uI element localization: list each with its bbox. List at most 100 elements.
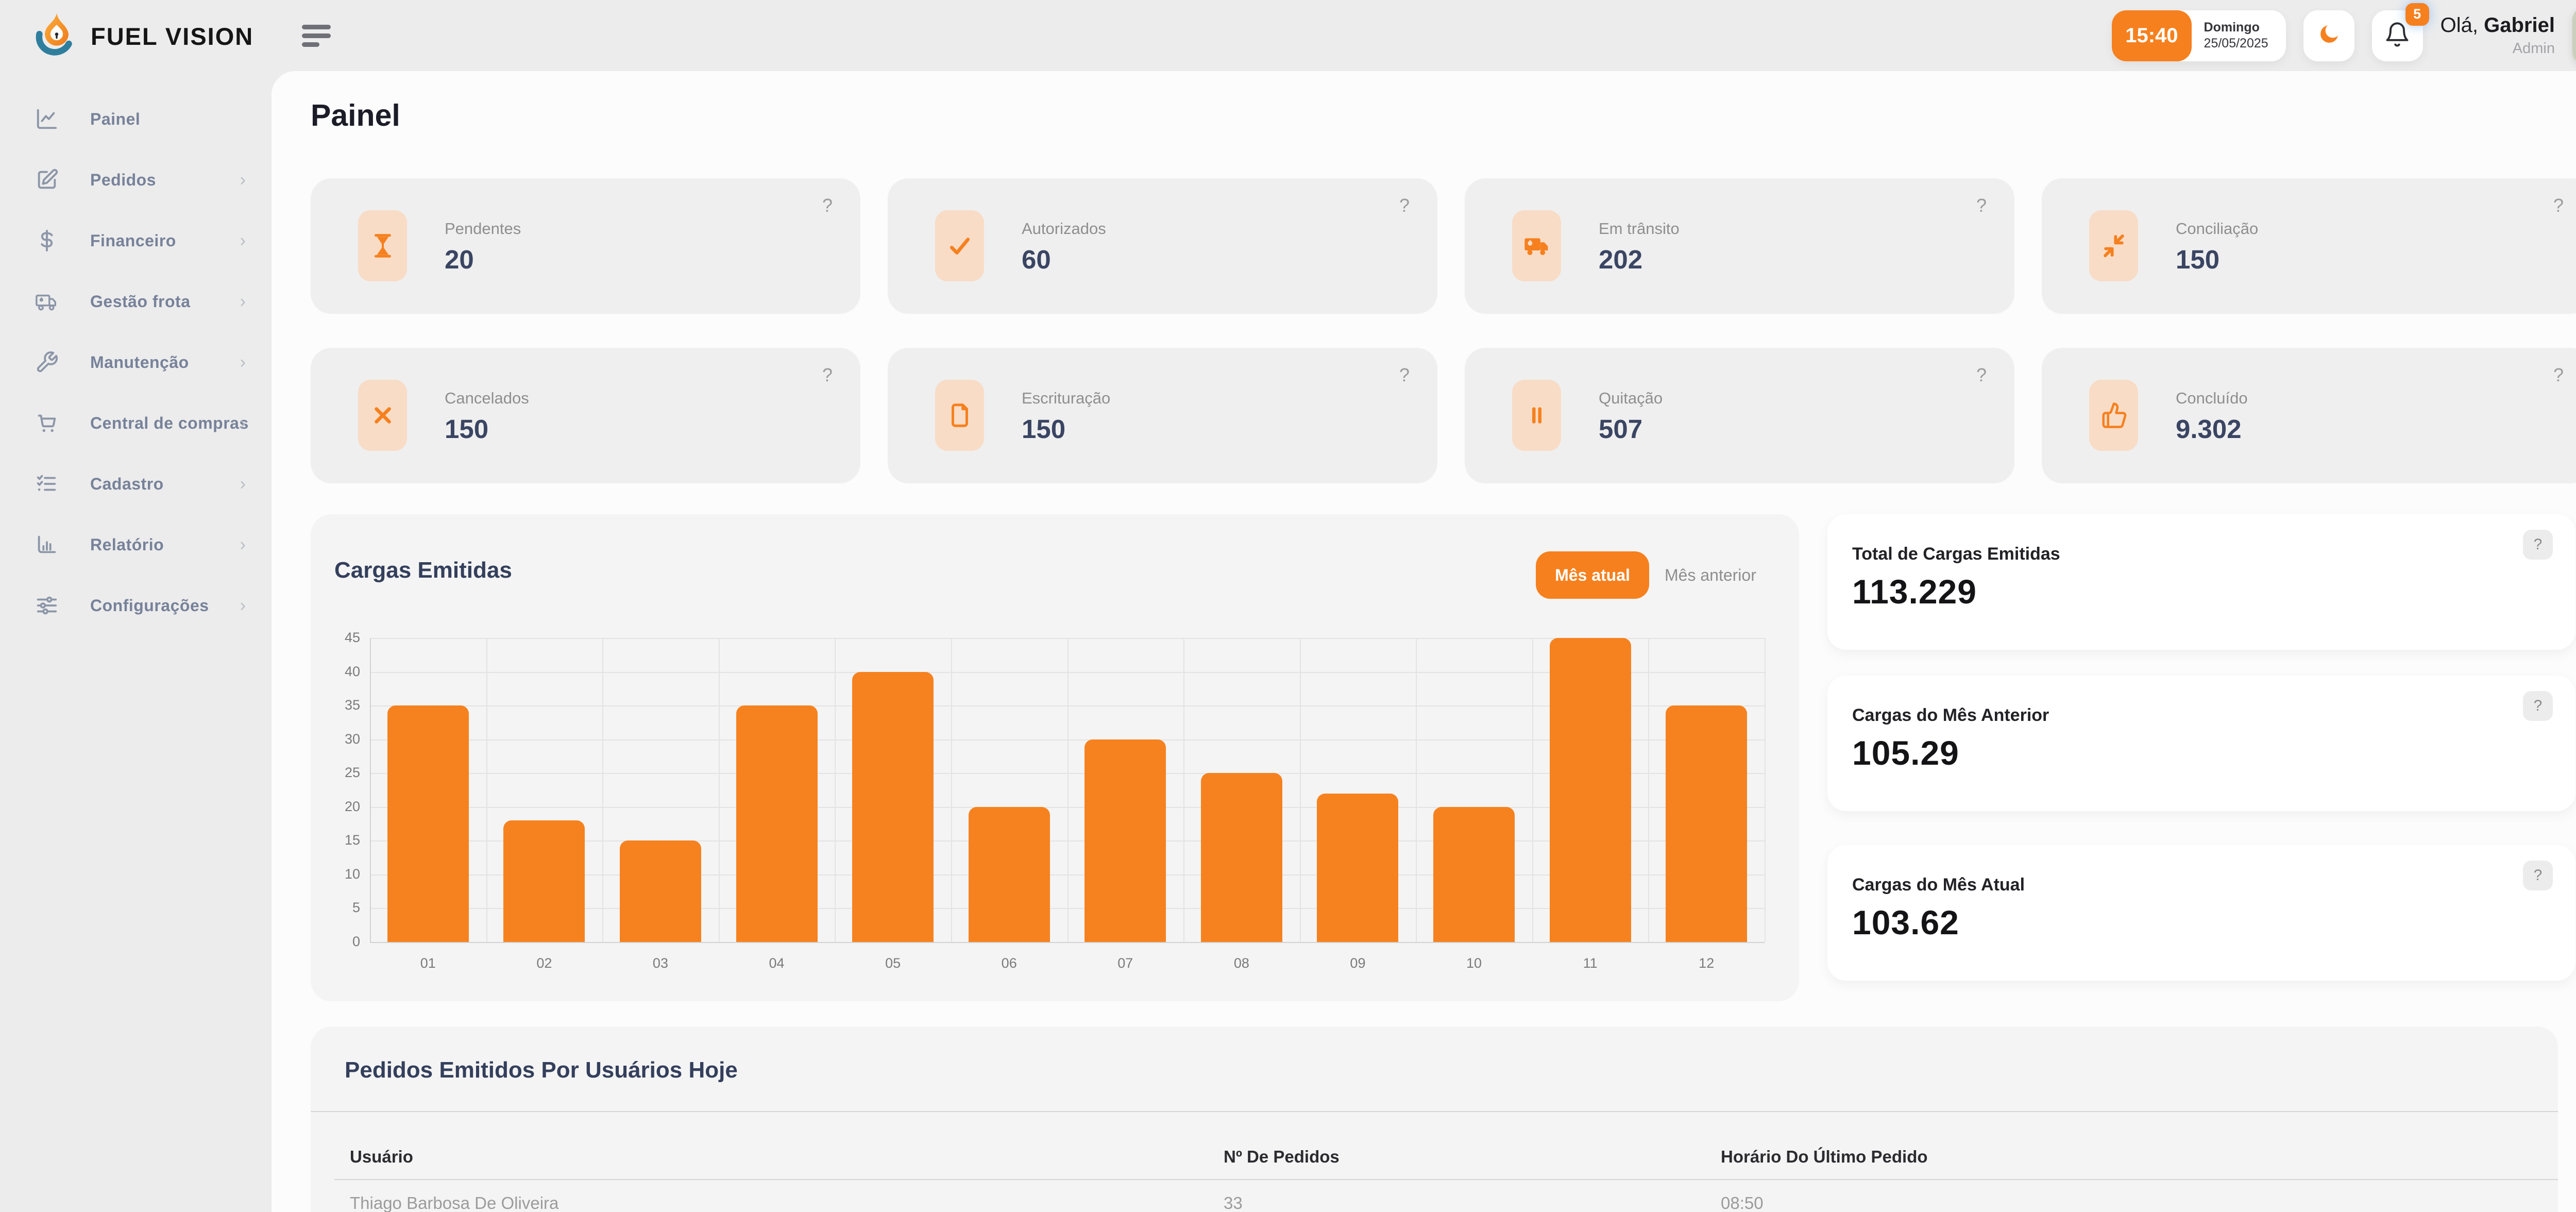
gridline (370, 638, 371, 942)
help-icon[interactable]: ? (822, 364, 833, 385)
x-axis-tick: 08 (1233, 955, 1249, 971)
help-icon[interactable]: ? (822, 195, 833, 216)
cart-icon (35, 411, 59, 435)
help-icon[interactable]: ? (1976, 364, 1987, 385)
stat-card-autorizados[interactable]: Autorizados 60 ? (888, 178, 1437, 314)
chevron-right-icon: › (240, 413, 246, 433)
chevron-right-icon: › (240, 352, 246, 372)
x-axis-tick: 02 (536, 955, 552, 971)
column-header-n-pedidos: Nº De Pedidos (1224, 1147, 1340, 1166)
gridline (835, 638, 836, 942)
stat-card-conciliacao[interactable]: Conciliação 150 ? (2042, 178, 2576, 314)
tab-mes-atual[interactable]: Mês atual (1536, 551, 1649, 599)
sidebar-item-cadastro[interactable]: Cadastro › (0, 453, 272, 514)
menu-toggle-button[interactable] (302, 25, 333, 48)
bar-month-04[interactable] (736, 705, 818, 942)
chevron-right-icon: › (240, 595, 246, 615)
bar-month-02[interactable] (503, 820, 585, 942)
chevron-right-icon: › (240, 474, 246, 494)
chevron-right-icon: › (240, 230, 246, 250)
x-axis-tick: 11 (1583, 955, 1598, 971)
gridline (1765, 638, 1766, 942)
main-content: Painel Pendentes 20 ? Autorizados 60 ? (272, 71, 2576, 1212)
page-title: Painel (311, 98, 400, 132)
table-card-pedidos-usuarios: Pedidos Emitidos Por Usuários Hoje Usuár… (311, 1026, 2558, 1212)
gridline (486, 638, 487, 942)
sidebar-item-configuracoes[interactable]: Configurações › (0, 575, 272, 636)
tab-mes-anterior[interactable]: Mês anterior (1665, 565, 1756, 584)
bar-month-07[interactable] (1084, 739, 1166, 942)
top-bar: FUEL VISION 15:40 Domingo 25/05/2025 (0, 0, 2576, 71)
help-icon[interactable]: ? (1399, 364, 1410, 385)
chevron-right-icon: › (240, 291, 246, 311)
stat-card-quitacao[interactable]: Quitação 507 ? (1465, 348, 2014, 483)
fuel-vision-flame-icon (33, 10, 80, 62)
sidebar-item-gestao-frota[interactable]: Gestão frota › (0, 271, 272, 332)
user-menu[interactable]: Olá, Gabriel Admin (2441, 14, 2555, 57)
stat-card-escrituracao[interactable]: Escrituração 150 ? (888, 348, 1437, 483)
cell-horario: 08:50 (1721, 1193, 1764, 1212)
bar-month-09[interactable] (1317, 793, 1399, 942)
chart-title: Cargas Emitidas (334, 558, 512, 583)
y-axis-tick: 5 (352, 900, 360, 916)
help-icon[interactable]: ? (1976, 195, 1987, 216)
brand-name: FUEL VISION (91, 23, 254, 50)
user-name: Gabriel (2484, 14, 2555, 37)
x-axis-tick: 04 (769, 955, 785, 971)
bar-month-06[interactable] (968, 806, 1050, 942)
stat-card-cancelados[interactable]: Cancelados 150 ? (311, 348, 860, 483)
bar-month-12[interactable] (1666, 705, 1748, 942)
sidebar-item-pedidos[interactable]: Pedidos › (0, 149, 272, 210)
moon-icon (2316, 22, 2341, 49)
summary-card-total: Total de Cargas Emitidas 113.229 ? (1827, 514, 2575, 650)
brand-logo[interactable]: FUEL VISION (33, 10, 253, 62)
sidebar-item-manutencao[interactable]: Manutenção › (0, 332, 272, 393)
help-icon[interactable]: ? (2553, 364, 2564, 385)
table-title: Pedidos Emitidos Por Usuários Hoje (345, 1057, 738, 1083)
column-header-usuario: Usuário (350, 1147, 413, 1166)
bar-month-11[interactable] (1549, 638, 1631, 942)
bar-month-10[interactable] (1433, 806, 1515, 942)
sidebar-item-central-de-compras[interactable]: Central de compras › (0, 393, 272, 453)
sidebar-item-relatorio[interactable]: Relatório › (0, 514, 272, 575)
y-axis-tick: 10 (344, 866, 360, 882)
gridline (370, 942, 1765, 943)
x-axis-tick: 09 (1350, 955, 1366, 971)
y-axis-tick: 0 (352, 934, 360, 949)
bar-month-01[interactable] (387, 705, 469, 942)
bar-month-08[interactable] (1200, 773, 1282, 942)
sidebar-item-financeiro[interactable]: Financeiro › (0, 210, 272, 271)
user-avatar[interactable] (2572, 6, 2576, 65)
dark-mode-button[interactable] (2303, 10, 2354, 61)
converge-arrows-icon (2089, 210, 2138, 281)
notifications-button[interactable]: 5 (2371, 3, 2429, 61)
datetime-display: 15:40 Domingo 25/05/2025 (2112, 10, 2286, 61)
bar-month-05[interactable] (852, 671, 934, 942)
wrench-icon (35, 350, 59, 374)
weekday-label: Domingo (2204, 20, 2260, 35)
x-axis-tick: 01 (420, 955, 436, 971)
x-axis-tick: 10 (1466, 955, 1482, 971)
x-axis-tick: 12 (1699, 955, 1715, 971)
chart-plot: 0 5 10 15 20 25 30 35 40 45 01 02 03 04 05 06 07 08 09 10 11… (311, 514, 1799, 1001)
help-icon[interactable]: ? (1399, 195, 1410, 216)
gridline (1299, 638, 1301, 942)
date-label: 25/05/2025 (2204, 36, 2268, 50)
help-icon[interactable]: ? (2523, 861, 2553, 890)
hourglass-icon (358, 210, 407, 281)
chart-card-cargas-emitidas: Cargas Emitidas Mês atual Mês anterior 0… (311, 514, 1799, 1001)
help-icon[interactable]: ? (2523, 691, 2553, 721)
stat-card-em-transito[interactable]: Em trânsito 202 ? (1465, 178, 2014, 314)
user-role: Admin (2512, 40, 2555, 57)
y-axis-tick: 30 (344, 731, 360, 747)
bar-month-03[interactable] (619, 840, 701, 942)
x-axis-tick: 03 (652, 955, 668, 971)
stat-card-concluido[interactable]: Concluído 9.302 ? (2042, 348, 2576, 483)
stat-card-pendentes[interactable]: Pendentes 20 ? (311, 178, 860, 314)
sidebar-item-painel[interactable]: Painel (0, 89, 272, 149)
bar-chart-icon (35, 533, 59, 557)
y-axis-tick: 40 (344, 663, 360, 679)
help-icon[interactable]: ? (2523, 530, 2553, 560)
help-icon[interactable]: ? (2553, 195, 2564, 216)
document-icon (935, 380, 984, 451)
